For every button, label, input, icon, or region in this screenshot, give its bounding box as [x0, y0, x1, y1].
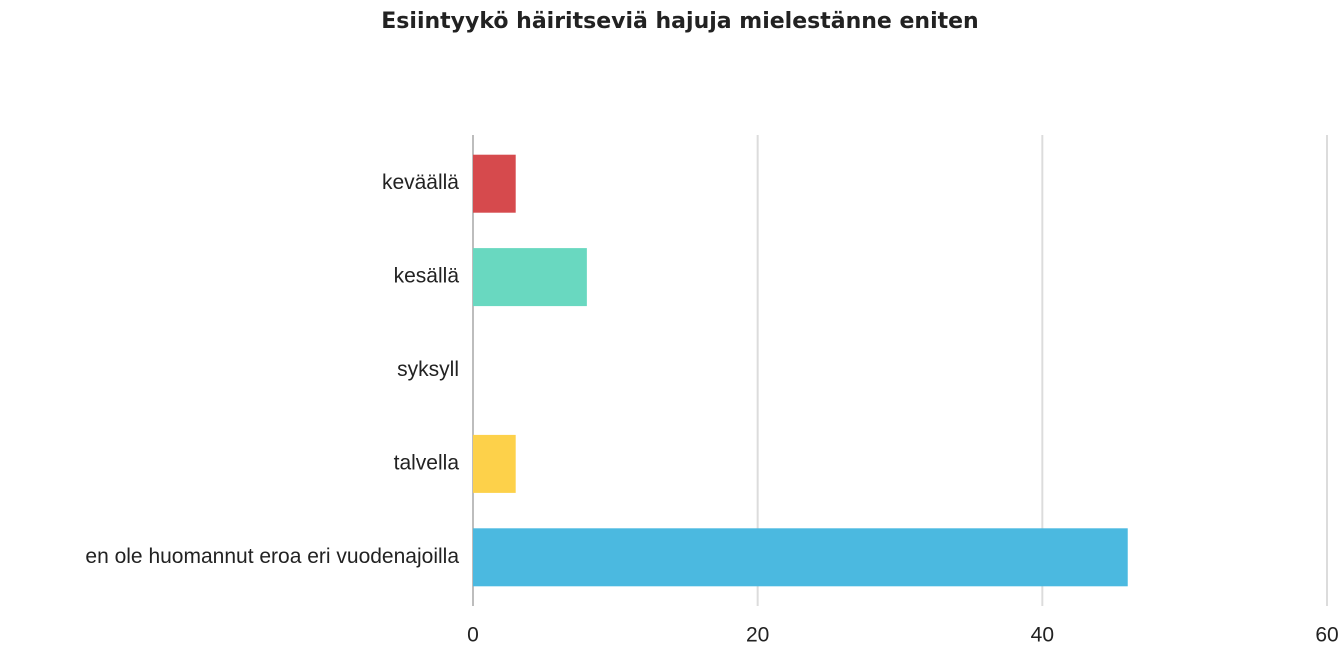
y-tick-label: keväällä — [382, 171, 459, 194]
x-tick-label: 20 — [746, 624, 769, 647]
x-tick-label: 40 — [1031, 624, 1054, 647]
y-tick-label: syksyll — [397, 358, 459, 381]
bar — [473, 248, 587, 307]
y-tick-label: talvella — [394, 451, 460, 474]
chart-title: Esiintyykö häiritseviä hajuja mielestänn… — [381, 9, 978, 34]
y-tick-label: en ole huomannut eroa eri vuodenajoilla — [85, 545, 459, 568]
y-tick-label: kesällä — [394, 265, 460, 288]
x-tick-label: 60 — [1315, 624, 1338, 647]
bar — [473, 154, 516, 213]
x-tick-label: 0 — [467, 624, 479, 647]
bar — [473, 528, 1128, 587]
bar — [473, 434, 516, 493]
